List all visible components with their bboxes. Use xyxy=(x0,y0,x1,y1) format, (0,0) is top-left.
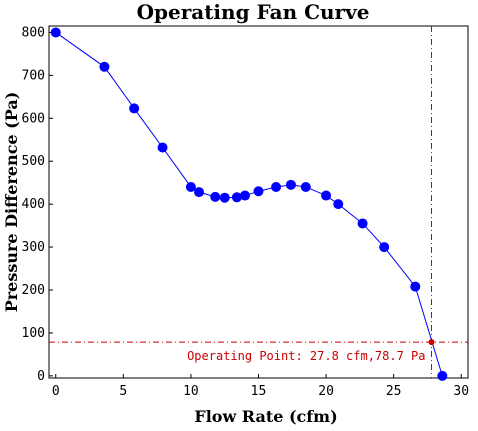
chart-title: Operating Fan Curve xyxy=(137,0,370,24)
data-point xyxy=(300,181,311,192)
x-tick-label: 0 xyxy=(52,384,60,399)
x-tick-label: 20 xyxy=(318,384,334,399)
y-tick-label: 500 xyxy=(22,154,45,169)
data-point xyxy=(99,61,110,72)
operating-point-label: Operating Point: 27.8 cfm,78.7 Pa xyxy=(187,349,425,363)
operating-point-reference-lines xyxy=(49,26,468,378)
data-point xyxy=(285,179,296,190)
x-tick-label: 30 xyxy=(453,384,469,399)
x-tick-label: 10 xyxy=(183,384,199,399)
data-point xyxy=(157,142,168,153)
data-point xyxy=(357,218,368,229)
y-tick-label: 200 xyxy=(22,283,45,298)
data-point xyxy=(437,370,448,381)
y-tick-label: 600 xyxy=(22,111,45,126)
y-tick-label: 0 xyxy=(37,369,45,384)
data-point xyxy=(231,192,242,203)
y-tick-label: 100 xyxy=(22,326,45,341)
x-tick-label: 25 xyxy=(386,384,402,399)
plot-area xyxy=(48,25,469,379)
x-tick-label: 5 xyxy=(119,384,127,399)
x-axis-ticks: 0 5 10 15 20 25 30 xyxy=(52,374,469,399)
y-axis-ticks: 0 100 200 300 400 500 600 700 800 xyxy=(22,25,53,384)
fan-curve-points xyxy=(50,27,448,381)
y-tick-label: 300 xyxy=(22,240,45,255)
data-point xyxy=(219,192,230,203)
y-axis-label: Pressure Difference (Pa) xyxy=(2,92,21,313)
data-point xyxy=(379,242,390,253)
fan-curve-line xyxy=(55,32,443,376)
data-point xyxy=(271,181,282,192)
x-axis-label: Flow Rate (cfm) xyxy=(194,407,337,426)
data-point xyxy=(333,199,344,210)
data-point xyxy=(321,190,332,201)
data-point xyxy=(253,186,264,197)
data-point xyxy=(210,191,221,202)
y-tick-label: 400 xyxy=(22,197,45,212)
data-point xyxy=(129,103,140,114)
operating-point-marker xyxy=(428,339,435,346)
data-point xyxy=(410,281,421,292)
data-point xyxy=(50,27,61,38)
y-tick-label: 700 xyxy=(22,68,45,83)
data-point xyxy=(239,190,250,201)
data-point xyxy=(194,187,205,198)
y-tick-label: 800 xyxy=(22,25,45,40)
x-tick-label: 15 xyxy=(251,384,267,399)
data-point xyxy=(185,181,196,192)
